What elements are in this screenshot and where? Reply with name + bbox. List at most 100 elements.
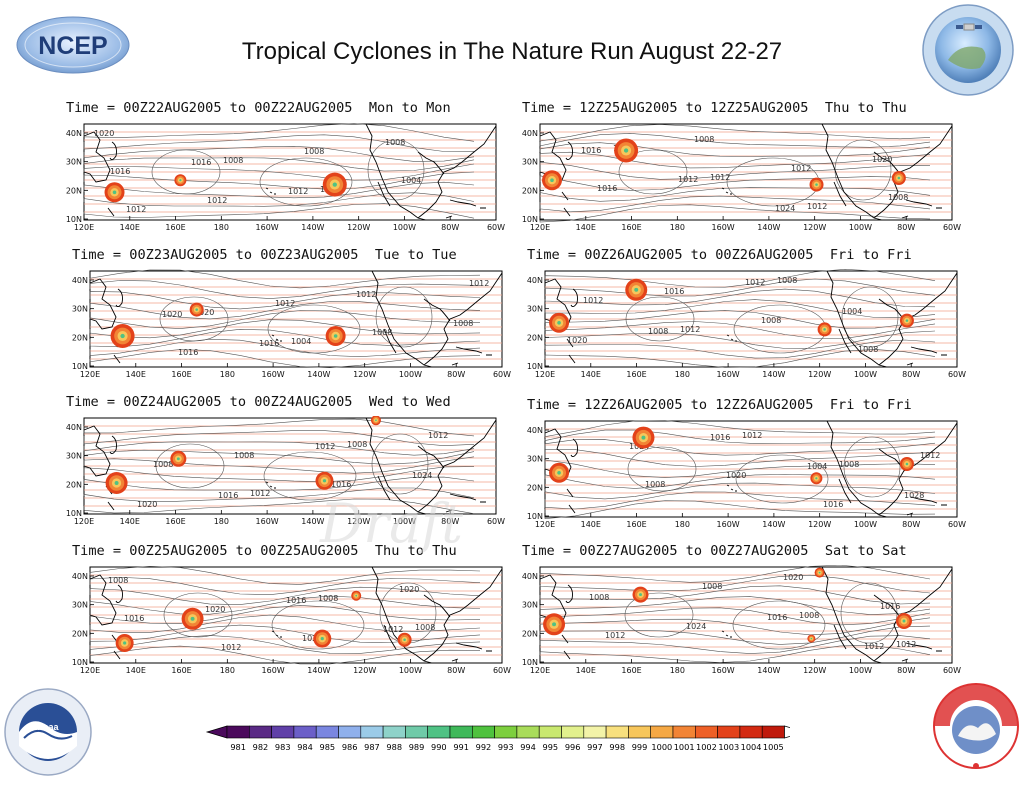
coastline xyxy=(449,199,477,207)
satellite-services-logo xyxy=(922,4,1014,96)
colorbar-label: 990 xyxy=(431,742,447,752)
isobar xyxy=(539,195,931,213)
lon-label: 140E xyxy=(126,370,146,379)
lon-label: 80W xyxy=(447,666,465,675)
contour-label: 1012 xyxy=(864,642,884,651)
lon-label: 80W xyxy=(447,370,465,379)
colorbar-label: 997 xyxy=(587,742,603,752)
pressure-map: 1008 1012 1004 1020 1016 1008 1008 1012 1012 1008… xyxy=(527,269,966,379)
coastline xyxy=(566,488,576,514)
isobar xyxy=(544,439,936,456)
lat-label: 30N xyxy=(66,158,82,167)
contour-label: 1012 xyxy=(742,431,762,440)
lon-label: 120W xyxy=(353,666,376,675)
isobar xyxy=(83,203,475,219)
pressure-map: 1016 1012 1024 1020 1008 1016 1012 1008 1012 1008… xyxy=(66,416,505,526)
colorbar-label: 987 xyxy=(364,742,380,752)
colorbar-swatch xyxy=(449,725,473,739)
contour-label: 1008 xyxy=(318,594,338,603)
pressure-map: 1020 1016 1012 1008 1016 1012 1008 1004 1012 1008… xyxy=(66,123,505,232)
cyclone-marker xyxy=(110,324,135,348)
isobar xyxy=(539,565,931,583)
contour-label: 1016 xyxy=(259,339,279,348)
colorbar-label: 994 xyxy=(520,742,536,752)
contour-label: 1016 xyxy=(880,602,900,611)
isobar xyxy=(83,192,475,207)
map-panel-8: Time = 00Z27AUG2005 to 00Z27AUG2005 Sat … xyxy=(522,543,972,683)
isobar xyxy=(539,175,931,191)
colorbar-swatch xyxy=(226,725,250,739)
lat-label: 10N xyxy=(66,215,82,224)
cyclone-marker xyxy=(315,471,334,490)
contour-label: 1020 xyxy=(194,308,214,317)
colorbar-swatch xyxy=(761,725,785,739)
cyclone-marker xyxy=(807,634,816,643)
coastline xyxy=(721,187,732,195)
contour-label: 1012 xyxy=(275,299,295,308)
lon-label: 140E xyxy=(120,223,140,232)
isobar xyxy=(83,171,475,190)
isobar xyxy=(83,163,475,181)
contour-label: 1020 xyxy=(205,605,225,614)
national-weather-service-logo xyxy=(933,683,1019,769)
coastline xyxy=(271,630,282,638)
isobar xyxy=(544,429,936,444)
lon-label: 140W xyxy=(762,370,785,379)
lon-label: 100W xyxy=(393,517,416,526)
cyclone-marker xyxy=(899,457,914,471)
noaa-logo: noaa xyxy=(4,688,92,776)
isobar xyxy=(83,456,475,474)
coastline xyxy=(833,181,847,207)
contour-label: 1008 xyxy=(648,327,668,336)
isobar xyxy=(539,142,931,157)
colorbar-label: 1002 xyxy=(696,742,717,752)
contour-label: 1008 xyxy=(453,319,473,328)
isobar xyxy=(83,134,475,152)
ncep-logo-text: NCEP xyxy=(38,32,107,60)
cyclone-marker xyxy=(351,590,362,601)
lon-label: 100W xyxy=(849,666,872,675)
lon-label: 140W xyxy=(757,223,780,232)
lon-label: 100W xyxy=(399,666,422,675)
isobar xyxy=(89,645,481,665)
panel-time-label: Time = 00Z23AUG2005 to 00Z23AUG2005 xyxy=(72,247,359,263)
coastline xyxy=(451,650,492,662)
contour-label: 1024 xyxy=(775,204,795,213)
colorbar-swatch xyxy=(739,725,763,739)
coastline xyxy=(89,574,117,626)
pressure-map: 1016100410281024102010161012100810121008… xyxy=(527,420,966,529)
isobar-ring xyxy=(841,286,899,348)
isobar xyxy=(544,349,936,368)
coastline xyxy=(873,594,901,618)
coastline xyxy=(455,346,483,354)
panel-time-label: Time = 00Z22AUG2005 to 00Z22AUG2005 xyxy=(66,100,353,116)
contour-label: 1012 xyxy=(356,290,376,299)
colorbar-swatch xyxy=(382,725,406,739)
lat-label: 10N xyxy=(522,215,538,224)
lat-label: 40N xyxy=(66,423,82,432)
isobar-ring xyxy=(627,446,697,492)
coastline xyxy=(821,123,883,221)
lon-label: 160E xyxy=(165,517,185,526)
pressure-map: 1016 1012 1024 1020 1016 1008 1012 1008 1012 1012… xyxy=(522,123,961,232)
colorbar-swatch xyxy=(494,725,518,739)
contour-label: 1008 xyxy=(702,582,722,591)
contour-label: 1008 xyxy=(761,316,781,325)
coastline xyxy=(265,481,276,489)
contour-label: 1012 xyxy=(605,631,625,640)
coastline xyxy=(873,568,953,662)
isobar xyxy=(89,291,481,310)
contour-label: 1008 xyxy=(777,276,797,285)
isobar xyxy=(539,133,931,148)
contour-label: 1012 xyxy=(807,202,827,211)
contour-label: 1008 xyxy=(799,611,819,620)
svg-text:noaa: noaa xyxy=(37,722,59,732)
isobar xyxy=(89,576,481,596)
panel-day-label: Wed to Wed xyxy=(368,394,451,410)
colorbar-swatch xyxy=(516,725,540,739)
contour-label: 1008 xyxy=(153,460,173,469)
colorbar-label: 982 xyxy=(253,742,269,752)
isobar xyxy=(89,301,481,320)
lon-label: 180 xyxy=(220,666,235,675)
lat-label: 20N xyxy=(72,333,88,342)
